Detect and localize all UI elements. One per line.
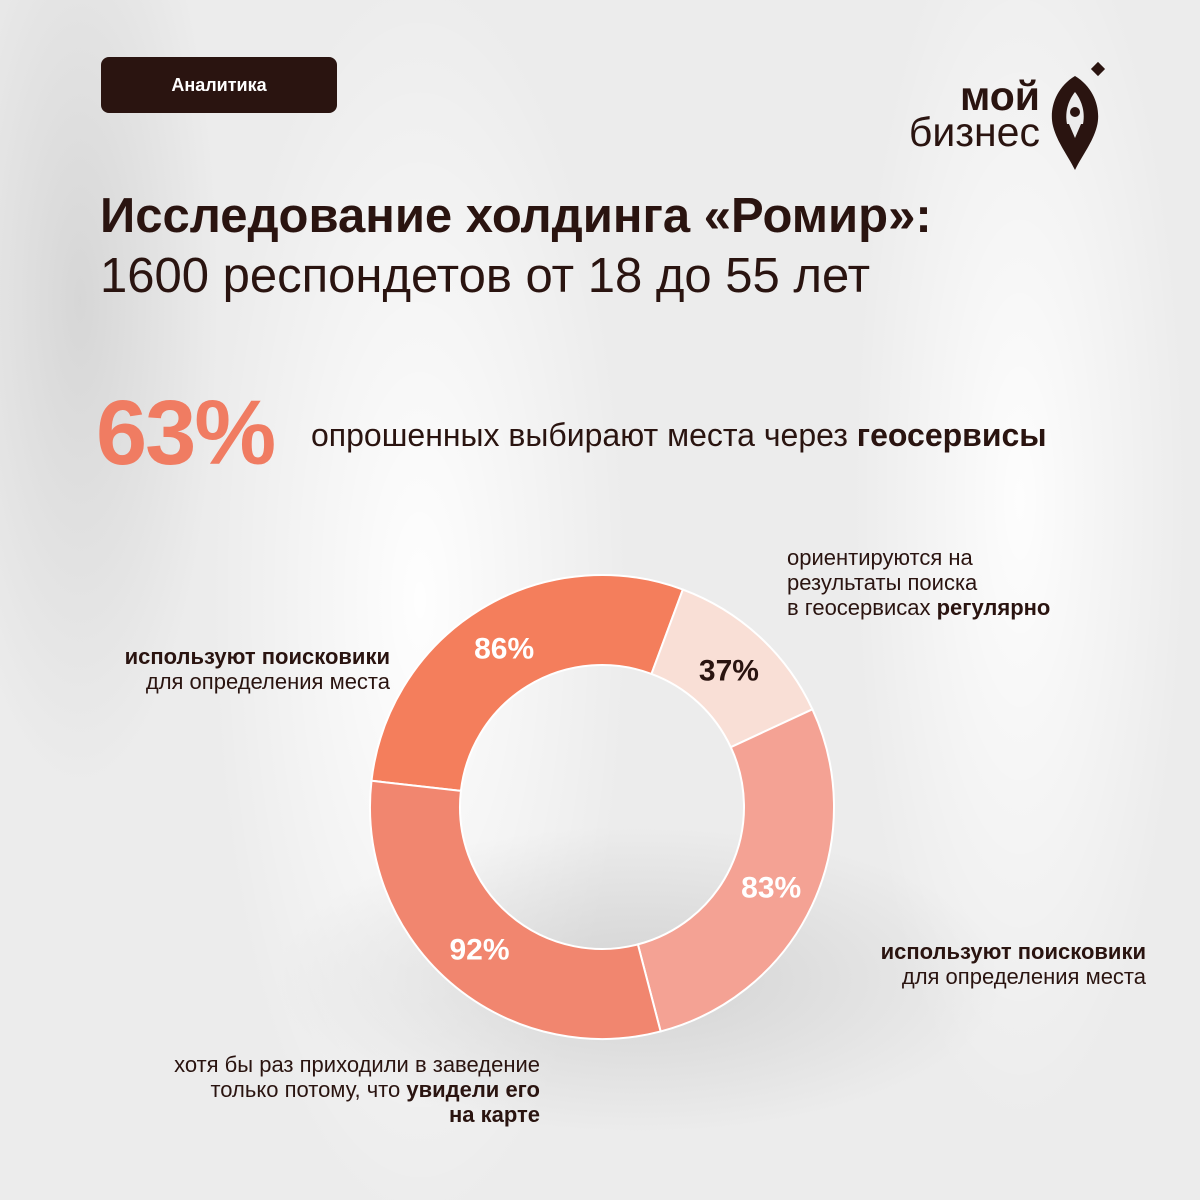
title-line2: 1600 респондетов от 18 до 55 лет	[100, 249, 871, 303]
slice-92-label: 92%	[449, 933, 509, 966]
caption-83: используют поисковики для определения ме…	[780, 939, 1146, 989]
page-title: Исследование холдинга «Ромир»: 1600 респ…	[100, 186, 932, 306]
caption-37-bold: регулярно	[936, 595, 1051, 620]
category-badge: Аналитика	[101, 57, 337, 113]
slice-86-label: 86%	[474, 633, 534, 666]
headline-value: 63%	[96, 382, 276, 484]
slice-37-label: 37%	[699, 655, 759, 688]
logo-line1: мой	[959, 73, 1040, 119]
caption-86: используют поисковики для определения ме…	[40, 644, 390, 694]
caption-86-bold: используют поисковики	[124, 644, 390, 669]
title-line1: Исследование холдинга «Ромир»:	[100, 189, 932, 243]
slice-83-label: 83%	[741, 872, 801, 905]
caption-37-line1: ориентируются на	[787, 545, 973, 570]
caption-37: ориентируются на результаты поиска в гео…	[787, 545, 1147, 620]
caption-92-line1: хотя бы раз приходили в заведение	[174, 1052, 540, 1077]
caption-83-bold: используют поисковики	[880, 939, 1146, 964]
logo-line2: бизнес	[908, 109, 1040, 155]
caption-92-bold2: на карте	[448, 1102, 540, 1127]
caption-37-line3: в геосервисах	[787, 595, 937, 620]
logo: мой бизнес	[860, 58, 1120, 178]
caption-83-text: для определения места	[901, 964, 1146, 989]
headline-text-regular: опрошенных выбирают места через	[311, 417, 857, 453]
slice-92	[369, 779, 662, 1040]
caption-37-line2: результаты поиска	[787, 570, 978, 595]
caption-92: хотя бы раз приходили в заведение только…	[40, 1052, 540, 1127]
slice-83	[636, 707, 836, 1033]
caption-92-line2: только потому, что	[210, 1077, 407, 1102]
rocket-icon	[1051, 61, 1106, 170]
headline-text-bold: геосервисы	[856, 417, 1047, 453]
caption-86-text: для определения места	[145, 669, 390, 694]
slice-86	[370, 574, 685, 793]
headline-text: опрошенных выбирают места через геосерви…	[311, 417, 1047, 454]
caption-92-bold1: увидели его	[406, 1077, 540, 1102]
